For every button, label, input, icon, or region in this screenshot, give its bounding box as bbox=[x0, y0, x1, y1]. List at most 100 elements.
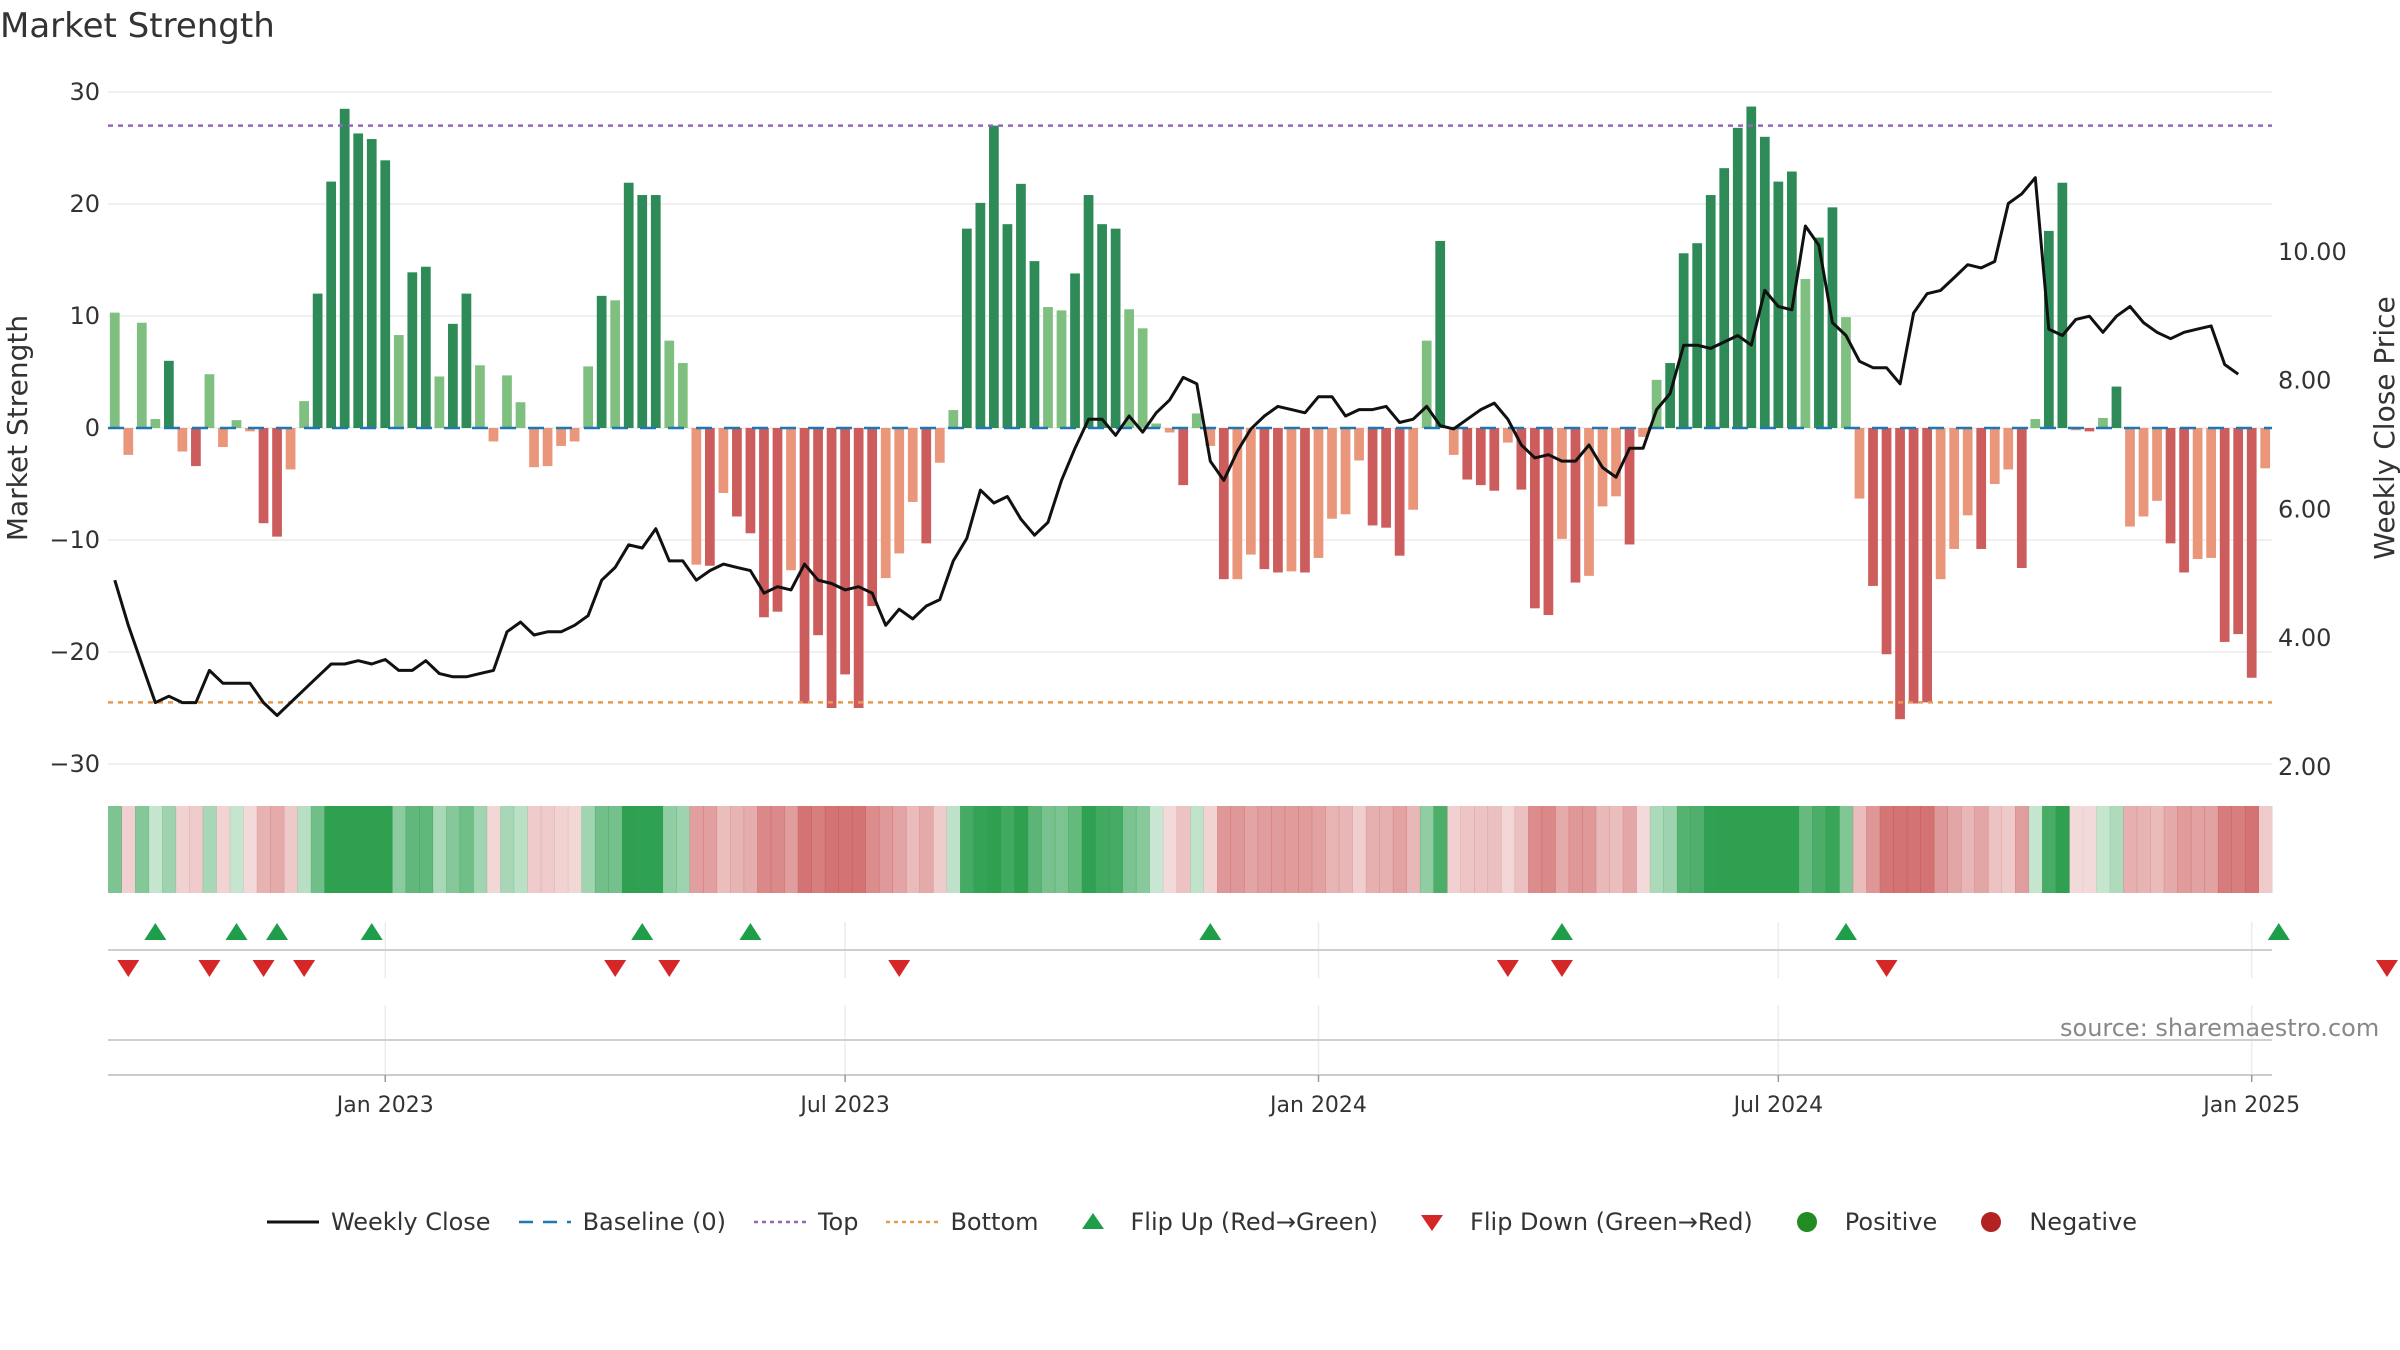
flip-down-marker bbox=[293, 960, 316, 977]
strip-cell bbox=[1406, 806, 1421, 893]
strip-cell bbox=[2217, 806, 2232, 893]
strip-cell bbox=[1731, 806, 1746, 893]
strength-bar bbox=[2219, 428, 2230, 642]
strip-cell bbox=[1000, 806, 1015, 893]
strip-cell bbox=[1582, 806, 1597, 893]
strength-bar bbox=[2165, 428, 2176, 544]
strength-bar bbox=[989, 125, 999, 428]
strength-bar bbox=[1611, 428, 1621, 497]
strip-cell bbox=[2136, 806, 2151, 893]
strip-cell bbox=[567, 806, 582, 893]
strip-cell bbox=[1609, 806, 1624, 893]
strength-bar bbox=[1070, 273, 1080, 428]
strength-bar bbox=[2260, 428, 2271, 469]
strength-bar bbox=[109, 312, 120, 428]
flip-down-marker bbox=[117, 960, 140, 977]
reference-lines bbox=[108, 124, 2272, 704]
strength-bar bbox=[704, 428, 715, 566]
strip-cell bbox=[581, 806, 596, 893]
strength-bar bbox=[772, 428, 783, 612]
strength-bar bbox=[1151, 423, 1162, 428]
strength-bar bbox=[1868, 428, 1878, 586]
strip-cell bbox=[2231, 806, 2246, 893]
strength-bar bbox=[853, 428, 864, 708]
strength-bar bbox=[1245, 428, 1256, 555]
strength-bar bbox=[312, 293, 323, 428]
strip-cell bbox=[743, 806, 758, 893]
strength-bar bbox=[502, 375, 512, 428]
strip-cell bbox=[1460, 806, 1475, 893]
strip-cell bbox=[1027, 806, 1042, 893]
strength-bar bbox=[840, 428, 850, 675]
strength-bar bbox=[1205, 428, 1216, 446]
strip-cell bbox=[1893, 806, 1908, 893]
strip-cell bbox=[1325, 806, 1340, 893]
strip-cell bbox=[838, 806, 853, 893]
strength-bar bbox=[1530, 428, 1540, 609]
strength-bar bbox=[691, 428, 702, 565]
dot-line-icon bbox=[750, 1210, 810, 1234]
strip-cell bbox=[1487, 806, 1502, 893]
strip-cell bbox=[1663, 806, 1678, 893]
strip-cell bbox=[2150, 806, 2165, 893]
legend-label: Baseline (0) bbox=[582, 1208, 726, 1236]
strength-bar bbox=[1949, 428, 1960, 549]
strip-cell bbox=[1230, 806, 1245, 893]
strength-bar bbox=[1989, 428, 2000, 484]
strip-cell bbox=[716, 806, 731, 893]
strength-bar bbox=[1340, 428, 1351, 515]
strip-cell bbox=[1474, 806, 1489, 893]
x-tick-label: Jan 2025 bbox=[2201, 1093, 2300, 1118]
strength-bar bbox=[2206, 428, 2217, 558]
strip-cell bbox=[473, 806, 488, 893]
legend-label: Weekly Close bbox=[330, 1208, 491, 1236]
strip-cell bbox=[148, 806, 163, 893]
strength-bar bbox=[677, 363, 688, 428]
strength-bar bbox=[596, 295, 607, 428]
strip-cell bbox=[419, 806, 434, 893]
strength-bar bbox=[1367, 428, 1378, 526]
strip-cell bbox=[229, 806, 244, 893]
strength-bar bbox=[961, 228, 972, 428]
strip-cell bbox=[189, 806, 204, 893]
strip-cell bbox=[108, 806, 123, 893]
strength-bar bbox=[1705, 195, 1716, 428]
strength-bar bbox=[2125, 428, 2135, 527]
strength-bar bbox=[786, 428, 796, 571]
strength-bar bbox=[353, 133, 364, 428]
strength-bar bbox=[488, 428, 499, 442]
strength-bar bbox=[2016, 428, 2027, 568]
strength-bars bbox=[109, 106, 2271, 720]
strength-bar bbox=[326, 181, 337, 428]
legend-item: Flip Up (Red→Green) bbox=[1063, 1208, 1379, 1236]
strip-cell bbox=[1785, 806, 1800, 893]
strip-cell bbox=[500, 806, 515, 893]
strip-cell bbox=[1190, 806, 1205, 893]
strength-bar bbox=[718, 428, 729, 493]
strip-cell bbox=[1541, 806, 1556, 893]
strip-cell bbox=[1149, 806, 1164, 893]
strip-cell bbox=[703, 806, 718, 893]
strip-cell bbox=[1987, 806, 2002, 893]
strength-bar bbox=[1976, 428, 1987, 549]
strip-cell bbox=[770, 806, 785, 893]
strength-bar bbox=[136, 322, 147, 428]
strip-cell bbox=[1081, 806, 1096, 893]
axes: Jan 2023 Jul 2023 Jan 2024 Jul 2024 Jan 2025… bbox=[1, 78, 2400, 1118]
strip-cell bbox=[162, 806, 177, 893]
strip-cell bbox=[1920, 806, 1935, 893]
strip-cell bbox=[1338, 806, 1353, 893]
strip-cell bbox=[689, 806, 704, 893]
strength-bar bbox=[1570, 428, 1581, 583]
legend-label: Flip Up (Red→Green) bbox=[1130, 1208, 1379, 1236]
chart-title: Market Strength bbox=[0, 6, 275, 46]
strength-bar bbox=[1800, 279, 1811, 428]
strength-bar bbox=[732, 428, 742, 517]
strip-cell bbox=[878, 806, 893, 893]
y2-tick-label: 10.00 bbox=[2278, 238, 2347, 266]
legend-item: Negative bbox=[1961, 1208, 2137, 1236]
strength-bar bbox=[2246, 428, 2257, 678]
strength-bar bbox=[1029, 261, 1040, 428]
strength-bar bbox=[1218, 428, 1229, 580]
